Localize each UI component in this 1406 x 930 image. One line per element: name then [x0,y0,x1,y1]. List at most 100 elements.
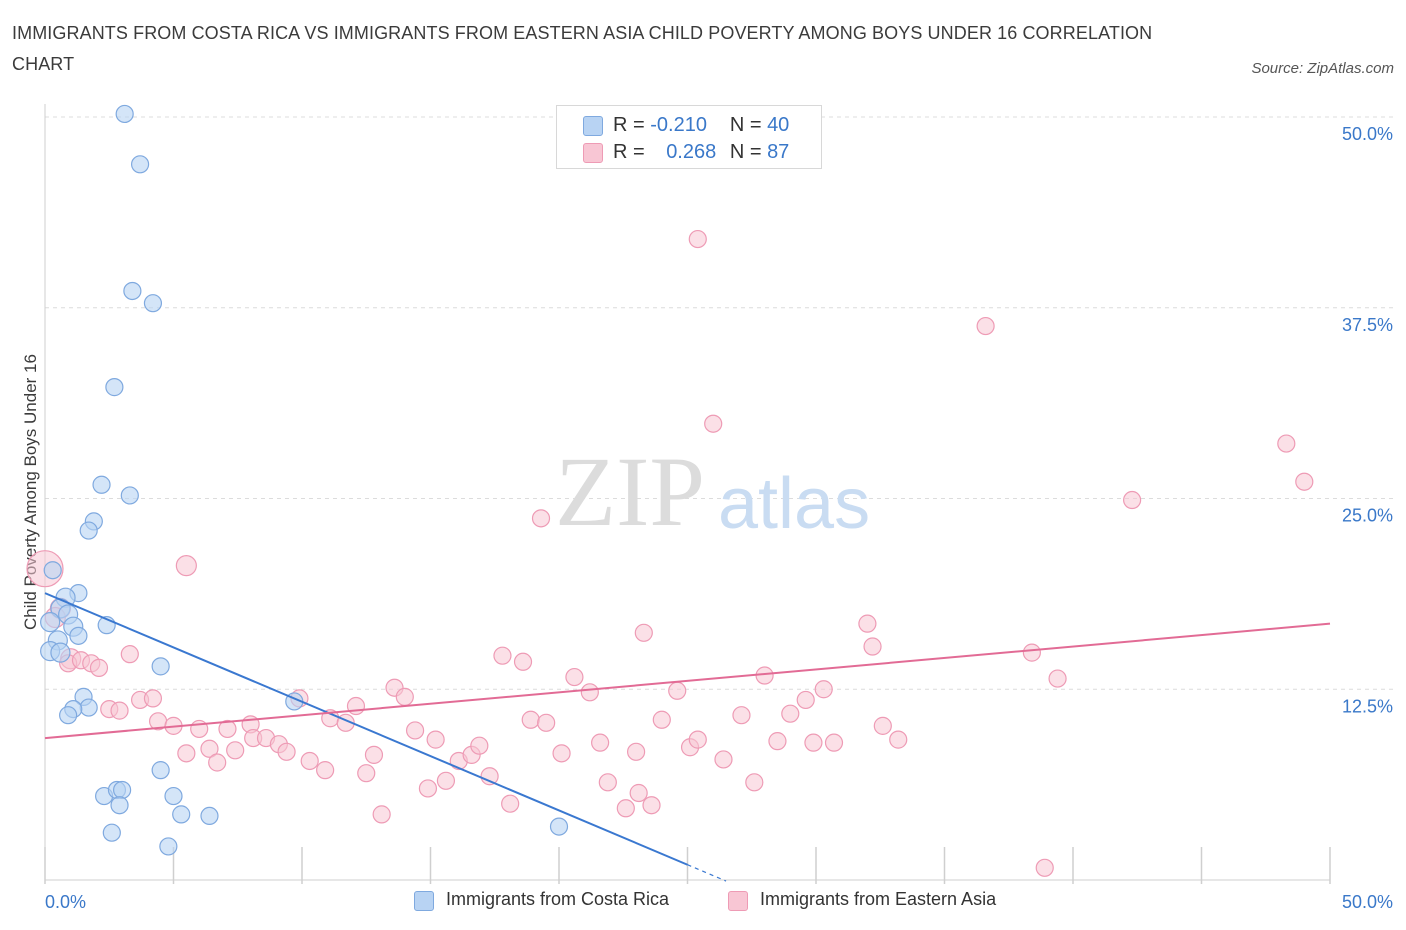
point-eastern-asia-53 [565,667,584,687]
point-eastern-asia-55 [591,733,610,752]
trend-line-costa-rica [44,592,688,866]
grid-layer [45,116,1395,690]
watermark: ZIP atlas [555,436,870,547]
y-tick-label-0: 12.5% [1342,696,1393,716]
watermark-zip: ZIP [555,436,705,547]
legend-r-value-eastern-asia: 0.268 [666,141,717,163]
point-eastern-asia-41 [436,771,456,790]
y-tick-label-2: 37.5% [1342,315,1393,335]
point-costa-rica-3 [143,294,163,313]
legend-swatch-costa-rica [583,116,603,136]
point-costa-rica-37 [549,817,569,836]
point-costa-rica-9 [43,561,62,580]
point-eastern-asia-56 [598,773,617,792]
point-eastern-asia-61 [642,796,661,815]
point-eastern-asia-20 [200,739,219,758]
point-costa-rica-5 [92,475,111,494]
source-label: Source: ZipAtlas.com [1251,60,1394,77]
point-costa-rica-34 [200,806,219,826]
point-costa-rica-35 [102,823,121,842]
legend-swatch-eastern-asia [583,143,603,163]
point-eastern-asia-39 [418,779,438,798]
point-costa-rica-2 [123,281,142,301]
point-eastern-asia-84 [1048,669,1067,688]
point-eastern-asia-35 [372,805,391,824]
point-eastern-asia-80 [873,716,892,735]
trend-lines [44,592,1331,882]
point-eastern-asia-82 [976,316,995,336]
point-eastern-asia-87 [1295,472,1314,491]
point-costa-rica-33 [172,805,191,824]
series-costa-rica-points [40,104,569,856]
point-eastern-asia-83 [1022,643,1041,662]
point-costa-rica-30 [112,780,132,800]
point-eastern-asia-19 [177,744,196,763]
point-eastern-asia-33 [357,764,376,783]
point-costa-rica-8 [79,521,98,540]
point-eastern-asia-48 [513,652,533,671]
bottom-legend-label-costa-rica: Immigrants from Costa Rica [446,889,670,909]
point-eastern-asia-49 [521,710,540,729]
bottom-legend-swatch-costa-rica [414,891,434,911]
point-eastern-asia-74 [796,690,815,710]
point-eastern-asia-22 [226,741,245,760]
point-eastern-asia-68 [714,750,733,769]
point-eastern-asia-38 [405,721,425,740]
legend-r-label: R = [613,114,645,136]
point-eastern-asia-57 [616,799,635,818]
legend-r-value-costa-rica: -0.210 [650,114,707,136]
point-eastern-asia-75 [804,733,823,752]
point-eastern-asia-86 [1277,434,1296,453]
legend-n-value-eastern-asia: 87 [767,141,790,163]
point-eastern-asia-47 [501,794,520,813]
point-eastern-asia-37 [395,687,414,706]
point-eastern-asia-28 [300,751,319,771]
point-costa-rica-4 [105,378,124,397]
point-eastern-asia-79 [863,637,882,656]
point-costa-rica-25 [59,706,78,725]
point-eastern-asia-54 [580,683,599,702]
bottom-legend-swatch-eastern-asia [728,891,748,911]
point-costa-rica-23 [79,698,98,717]
point-eastern-asia-60 [634,623,653,642]
point-eastern-asia-63 [668,681,687,700]
point-eastern-asia-76 [814,680,833,699]
chart-title: IMMIGRANTS FROM COSTA RICA VS IMMIGRANTS… [12,23,1153,74]
point-eastern-asia-73 [781,704,800,723]
tick-labels: 12.5% 25.0% 37.5% 50.0% 0.0% 50.0% [45,124,1393,912]
point-costa-rica-36 [159,837,178,856]
point-costa-rica-32 [110,796,129,815]
point-eastern-asia-17 [218,719,237,739]
x-tick-label-left: 0.0% [45,892,86,912]
point-eastern-asia-34 [364,745,384,764]
point-eastern-asia-8 [89,658,109,677]
legend-n-label: N = [729,114,762,136]
legend-r-label: R = [613,141,645,163]
point-eastern-asia-62 [652,710,671,729]
point-eastern-asia-44 [470,736,489,755]
point-costa-rica-17 [69,626,88,645]
trend-line-costa-rica-extension [687,864,727,882]
point-eastern-asia-13 [110,701,129,720]
point-eastern-asia-88 [1035,858,1054,877]
series-eastern-asia-points [26,229,1314,877]
point-eastern-asia-78 [858,614,877,633]
point-eastern-asia-3 [175,555,197,577]
point-costa-rica-6 [120,486,139,505]
point-eastern-asia-46 [493,646,512,665]
point-costa-rica-14 [40,612,61,633]
point-eastern-asia-51 [531,509,551,528]
point-eastern-asia-81 [889,730,908,749]
point-eastern-asia-9 [120,645,139,664]
point-eastern-asia-65 [688,730,707,749]
bottom-legend-label-eastern-asia: Immigrants from Eastern Asia [760,889,997,909]
point-eastern-asia-29 [316,761,335,780]
point-eastern-asia-11 [143,689,163,708]
point-eastern-asia-21 [208,753,227,772]
legend-n-value-costa-rica: 40 [767,114,790,136]
point-eastern-asia-67 [704,414,723,433]
point-costa-rica-1 [130,155,150,174]
point-costa-rica-0 [115,104,134,124]
point-eastern-asia-85 [1123,490,1142,510]
y-tick-label-1: 25.0% [1342,506,1393,526]
